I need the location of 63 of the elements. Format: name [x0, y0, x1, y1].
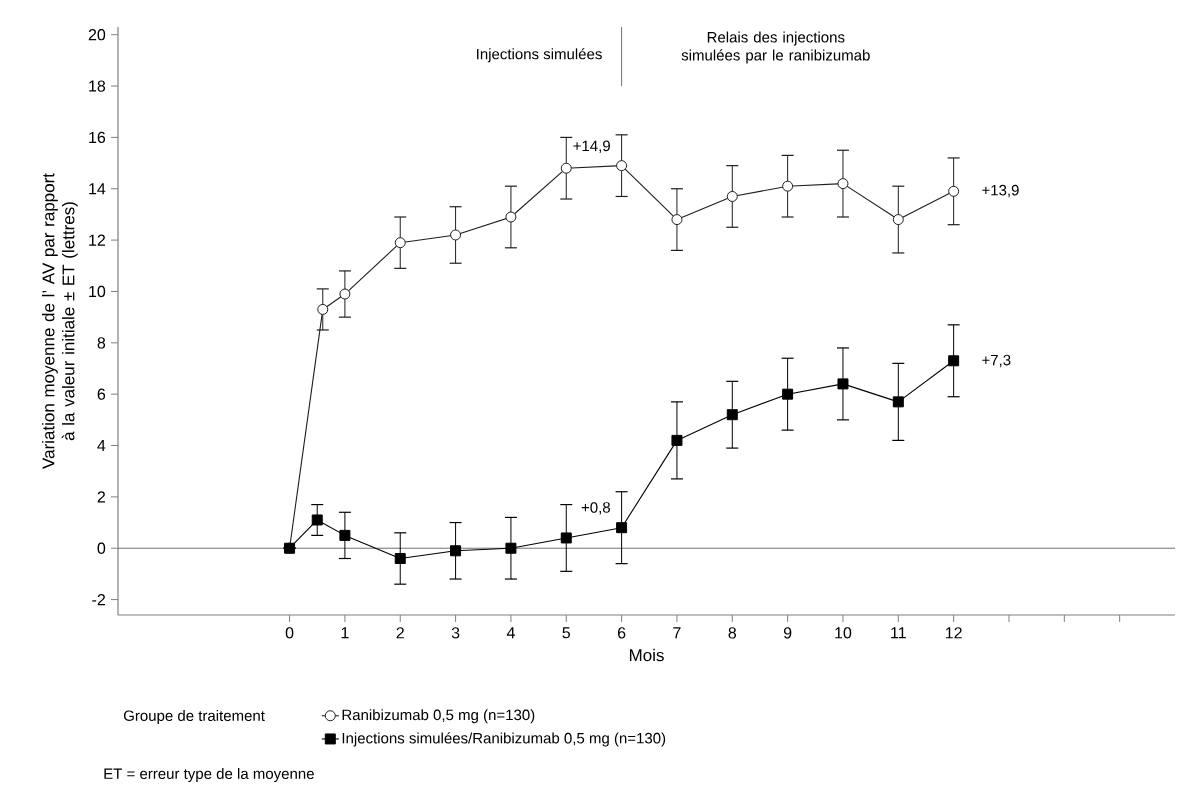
- annotation: +14,9: [573, 140, 610, 153]
- point: [948, 185, 960, 197]
- point: [782, 388, 794, 400]
- point: [726, 190, 738, 202]
- annotation: +13,9: [982, 184, 1019, 198]
- point: [394, 237, 406, 249]
- y-tick-label: 6: [97, 388, 106, 400]
- x-tick-label: 5: [562, 627, 571, 639]
- point: [311, 514, 323, 526]
- point: [892, 396, 904, 408]
- y-tick-label: -2: [92, 594, 105, 606]
- x-tick-label: 11: [891, 627, 906, 639]
- point: [339, 288, 351, 300]
- point: [892, 214, 904, 226]
- x-tick-label: 3: [451, 627, 460, 639]
- y-tick-label: 0: [97, 542, 106, 554]
- x-tick-label: 10: [835, 627, 852, 639]
- annotation: +7,3: [982, 354, 1011, 368]
- y-tick-label: 4: [97, 440, 106, 452]
- x-tick-label: 6: [617, 627, 626, 639]
- x-tick-label: 7: [673, 627, 681, 639]
- annotation: Relais des injections simulées par le ranibizumab: [681, 31, 870, 64]
- legend-label: Injections simulées/Ranibizumab 0,5 mg (n=130): [342, 732, 666, 747]
- x-tick-label: 2: [396, 627, 404, 639]
- x-tick-label: 8: [728, 627, 737, 639]
- point: [450, 545, 462, 557]
- y-tick-label: 2: [97, 491, 105, 503]
- point: [505, 211, 517, 223]
- point: [782, 180, 794, 192]
- x-tick-label: 4: [506, 627, 515, 639]
- point: [837, 178, 849, 190]
- y-axis-title: Variation moyenne de l’ AV par rapport à la valeur initiale ± ET (lettres): [41, 173, 78, 469]
- point: [505, 542, 517, 554]
- point: [948, 355, 960, 367]
- point: [837, 378, 849, 390]
- annotation: +0,8: [581, 502, 610, 515]
- y-tick-label: 8: [97, 337, 106, 349]
- point: [450, 229, 462, 241]
- x-tick-label: 0: [285, 627, 294, 639]
- y-tick-label: 20: [88, 29, 106, 41]
- y-tick-label: 12: [89, 234, 105, 246]
- point: [726, 409, 738, 421]
- y-tick-label: 16: [89, 131, 106, 144]
- point: [560, 532, 572, 544]
- point: [671, 214, 683, 226]
- point: [339, 529, 351, 541]
- point: [671, 434, 683, 446]
- point: [616, 160, 628, 172]
- x-tick-label: 12: [945, 627, 962, 639]
- point: [394, 553, 406, 564]
- annotation: Injections simulées: [477, 48, 602, 63]
- y-tick-label: 10: [89, 285, 106, 298]
- point: [616, 522, 628, 534]
- y-tick-label: 14: [89, 183, 106, 195]
- x-axis-title: Mois: [629, 648, 664, 662]
- point: [317, 303, 329, 315]
- point: [560, 162, 572, 174]
- x-tick-label: 9: [783, 627, 792, 639]
- y-tick-label: 18: [89, 80, 106, 92]
- text: ET = erreur type de la moyenne: [104, 768, 314, 782]
- legend-title: Groupe de traitement: [123, 709, 265, 724]
- legend-label: Ranibizumab 0,5 mg (n=130): [342, 709, 535, 724]
- x-tick-label: 1: [341, 627, 349, 639]
